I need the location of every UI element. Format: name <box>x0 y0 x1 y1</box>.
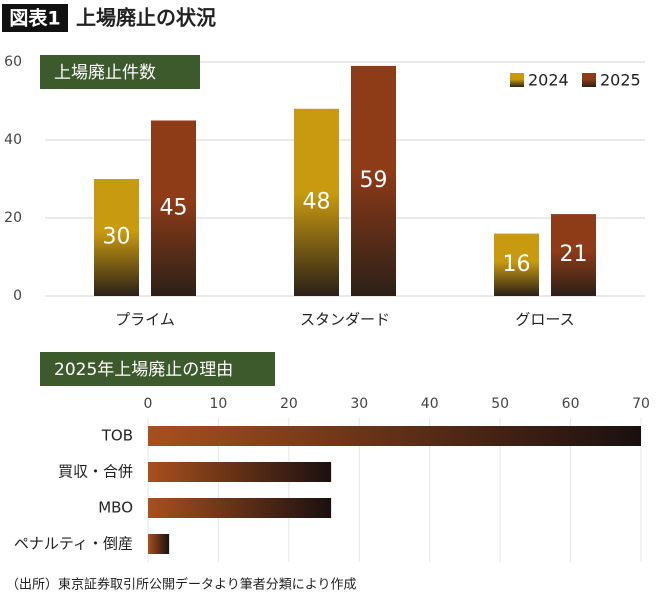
x-tick-label: プライム <box>115 311 175 329</box>
chart-title-box <box>40 352 275 386</box>
y-tick-label: 0 <box>13 288 22 304</box>
bar <box>294 108 339 296</box>
y-tick-label: 60 <box>4 54 22 70</box>
header-label: 図表1 <box>9 7 60 30</box>
x-tick-label: 70 <box>632 396 650 412</box>
x-tick-label: 60 <box>562 396 580 412</box>
bar <box>148 534 170 554</box>
legend-label: 2025 <box>600 71 641 90</box>
data-label: 30 <box>103 225 131 250</box>
x-tick-label: スタンダード <box>300 311 390 329</box>
y-tick-label: 買収・合併 <box>58 463 133 481</box>
data-label: 59 <box>360 168 388 193</box>
x-tick-label: 50 <box>491 396 509 412</box>
data-label: 48 <box>303 189 331 214</box>
x-tick-label: 10 <box>210 396 228 412</box>
x-tick-label: 30 <box>350 396 368 412</box>
bar <box>148 462 332 482</box>
y-tick-label: MBO <box>98 499 133 517</box>
legend-label: 2024 <box>528 71 569 90</box>
data-label: 16 <box>503 252 531 277</box>
bar <box>551 214 596 296</box>
bar <box>151 120 196 296</box>
bar <box>148 426 641 446</box>
y-tick-label: TOB <box>101 427 133 445</box>
bar <box>494 233 539 296</box>
data-label: 45 <box>160 195 188 220</box>
bar <box>148 498 332 518</box>
y-tick-label: 20 <box>4 210 22 226</box>
legend-swatch <box>510 73 524 87</box>
x-tick-label: 20 <box>280 396 298 412</box>
bar <box>351 65 396 297</box>
legend-swatch <box>582 73 596 87</box>
chart-title: 上場廃止件数 <box>54 63 156 83</box>
header-label-box <box>2 4 68 32</box>
data-label: 21 <box>560 242 588 267</box>
chart-title: 2025年上場廃止の理由 <box>54 360 233 380</box>
x-tick-label: 40 <box>421 396 439 412</box>
header-title: 上場廃止の状況 <box>76 6 216 30</box>
y-tick-label: ペナルティ・倒産 <box>14 535 133 553</box>
chart-title-box <box>40 55 200 89</box>
x-tick-label: 0 <box>144 396 153 412</box>
bar <box>94 179 139 296</box>
x-tick-label: グロース <box>515 311 574 329</box>
y-tick-label: 40 <box>4 132 22 148</box>
source: （出所）東京証券取引所公開データより筆者分類により作成 <box>6 577 356 593</box>
